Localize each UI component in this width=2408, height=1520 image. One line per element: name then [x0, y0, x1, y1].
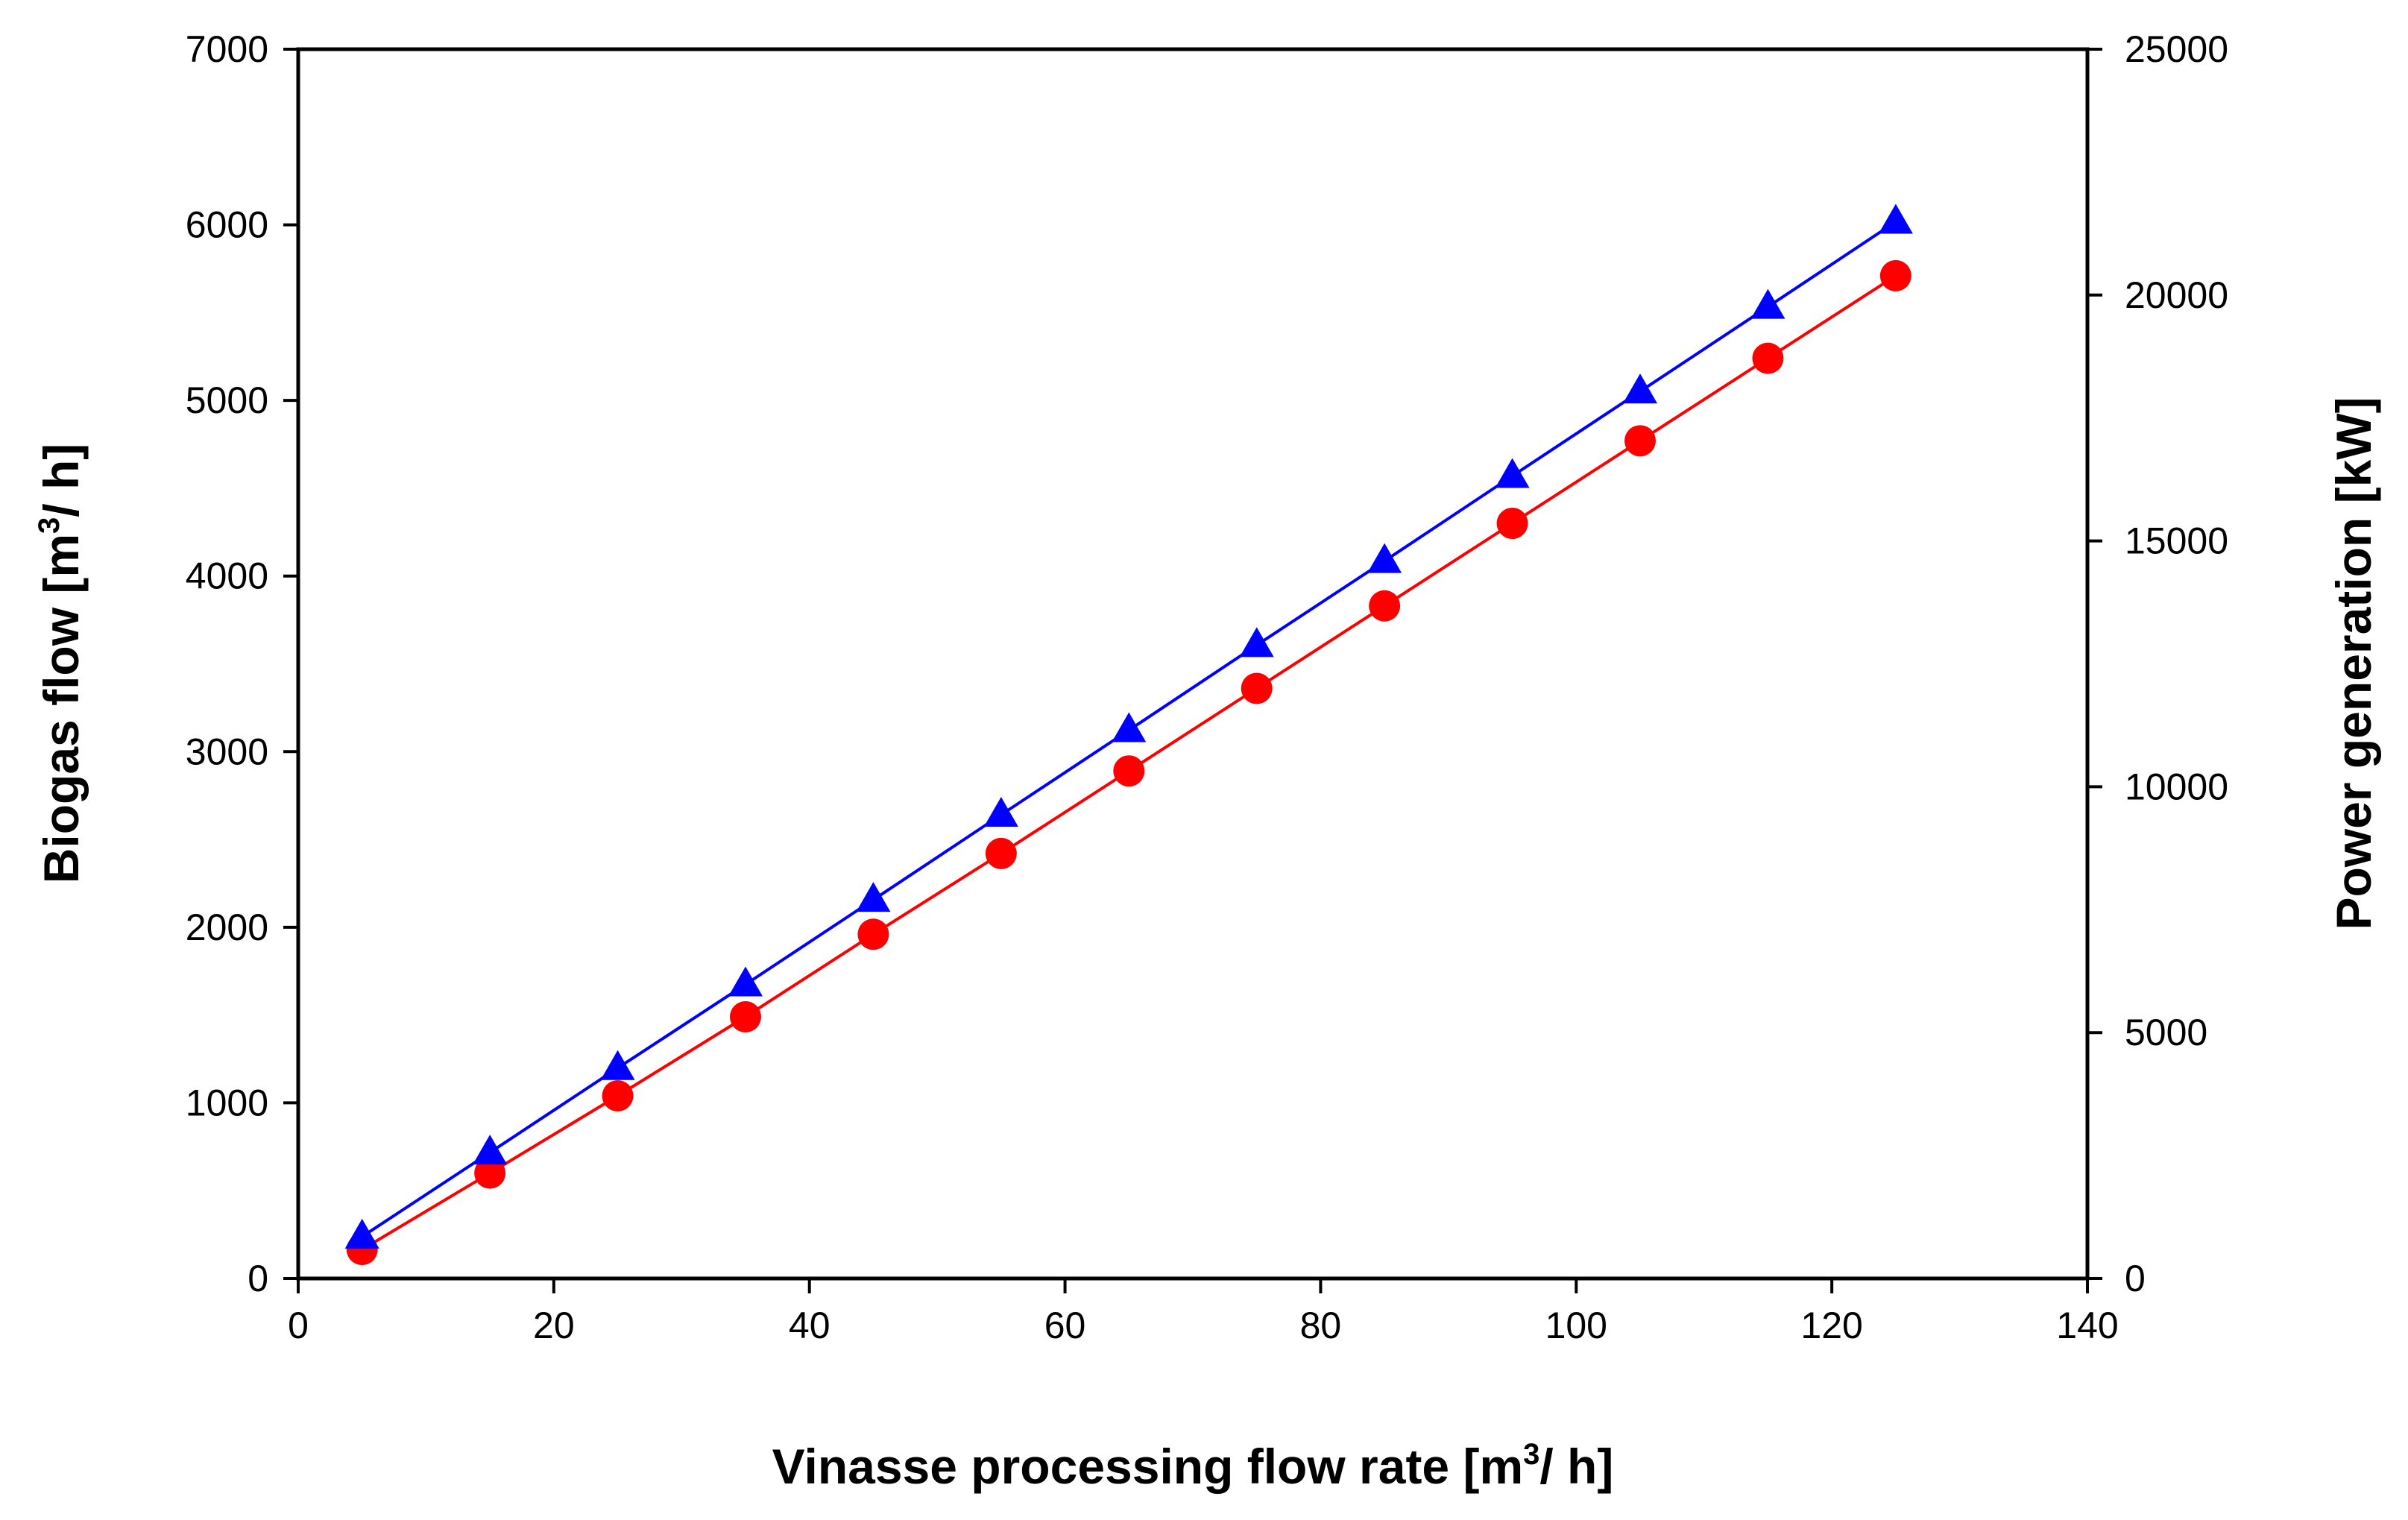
- y-right-axis-ticks: 0 5000 10000 15000 20000 25000: [2087, 28, 2228, 1299]
- x-tick-label: 0: [288, 1305, 309, 1346]
- power-generation-point: [600, 1050, 635, 1080]
- y-left-axis-ticks: 0 1000 2000 3000 4000 5000 6000 7000: [186, 28, 298, 1299]
- biogas-flow-point: [1369, 590, 1401, 622]
- power-generation-point: [983, 796, 1018, 827]
- x-tick-label: 100: [1545, 1305, 1607, 1346]
- x-tick-label: 60: [1044, 1305, 1086, 1346]
- power-generation-point: [1750, 288, 1785, 319]
- power-generation-point: [856, 882, 891, 912]
- series-layer: [344, 204, 1913, 1266]
- y-right-axis-title: Power generation [kW]: [2326, 397, 2381, 930]
- biogas-flow-point: [1113, 755, 1145, 787]
- power-generation-point: [1495, 458, 1530, 488]
- biogas-flow-point: [730, 1000, 761, 1032]
- power-generation-point: [1367, 543, 1402, 573]
- y-left-tick-label: 3000: [186, 731, 268, 772]
- biogas-flow-point: [1496, 508, 1528, 540]
- power-generation-point: [473, 1135, 508, 1165]
- biogas-flow-point: [474, 1157, 506, 1189]
- y-left-tick-label: 5000: [186, 379, 268, 421]
- y-left-tick-label: 7000: [186, 28, 268, 70]
- power-generation-point: [1623, 373, 1657, 404]
- y-right-tick-label: 10000: [2125, 766, 2228, 807]
- power-generation-point: [1239, 627, 1274, 657]
- biogas-flow-point: [1879, 259, 1911, 291]
- biogas-flow-point: [1241, 672, 1273, 704]
- y-right-tick-label: 25000: [2125, 28, 2228, 70]
- biogas-flow-point: [1624, 425, 1656, 457]
- y-left-tick-label: 1000: [186, 1082, 268, 1123]
- x-tick-label: 140: [2056, 1305, 2118, 1346]
- y-left-tick-label: 4000: [186, 555, 268, 597]
- x-tick-label: 120: [1800, 1305, 1862, 1346]
- plot-frame: [296, 47, 2090, 1281]
- y-right-tick-label: 0: [2125, 1258, 2146, 1299]
- power-generation-point: [344, 1218, 379, 1249]
- biogas-flow-point: [985, 837, 1017, 869]
- x-axis-title: Vinasse processing flow rate [m3/ h]: [772, 1438, 1614, 1494]
- x-tick-label: 80: [1300, 1305, 1342, 1346]
- power-generation-point: [1878, 204, 1913, 234]
- power-generation-point: [728, 966, 763, 997]
- y-left-tick-label: 0: [248, 1258, 268, 1299]
- y-right-tick-label: 5000: [2125, 1012, 2207, 1053]
- y-left-tick-label: 6000: [186, 204, 268, 246]
- biogas-flow-point: [1752, 342, 1784, 374]
- biogas-flow-point: [857, 918, 889, 950]
- y-left-tick-label: 2000: [186, 906, 268, 948]
- power-generation-point: [1112, 712, 1147, 742]
- x-axis-ticks: 0 20 40 60 80 100 120 140: [288, 1278, 2119, 1346]
- y-left-axis-title: Biogas flow [m3/ h]: [33, 444, 89, 884]
- x-tick-label: 20: [533, 1305, 575, 1346]
- x-tick-label: 40: [789, 1305, 830, 1346]
- biogas-flow-point: [602, 1080, 634, 1112]
- y-right-tick-label: 15000: [2125, 520, 2228, 562]
- y-right-tick-label: 20000: [2125, 274, 2228, 316]
